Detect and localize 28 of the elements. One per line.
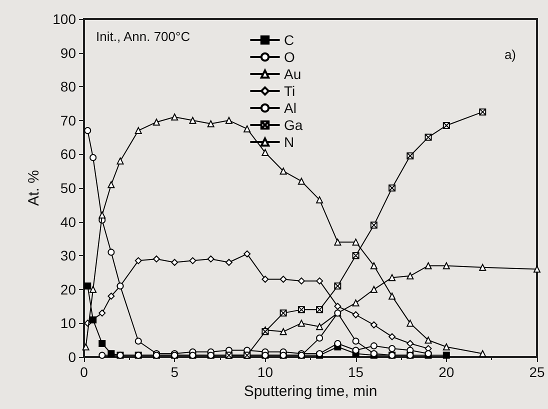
legend-label: N: [284, 134, 294, 150]
x-tick-label: 20: [438, 364, 454, 380]
y-tick-label: 70: [60, 112, 76, 128]
annotation: a): [504, 47, 516, 62]
y-tick-label: 100: [52, 11, 76, 27]
legend-label: Al: [284, 100, 296, 116]
x-tick-label: 25: [529, 364, 545, 380]
y-tick-label: 10: [60, 315, 76, 332]
y-tick-label: 0: [68, 349, 76, 365]
x-axis-title: Sputtering time, min: [244, 382, 378, 400]
legend-label: Ti: [284, 83, 296, 99]
legend-label: Au: [284, 66, 302, 82]
y-tick-label: 80: [60, 78, 76, 95]
y-axis-title: At. %: [26, 170, 43, 206]
x-tick-label: 15: [348, 364, 364, 380]
y-tick-label: 20: [60, 281, 76, 298]
x-tick-label: 10: [257, 364, 274, 380]
y-tick-label: 90: [60, 44, 76, 61]
legend-label: Ga: [284, 117, 303, 133]
annotation: Init., Ann. 700°C: [96, 29, 190, 44]
y-tick-label: 30: [60, 248, 76, 264]
legend-label: C: [284, 32, 294, 48]
y-tick-label: 60: [60, 146, 76, 162]
x-tick-label: 5: [170, 364, 179, 380]
legend-label: O: [284, 49, 295, 65]
y-tick-label: 50: [60, 180, 76, 196]
y-tick-label: 40: [60, 214, 76, 230]
x-tick-label: 0: [80, 364, 88, 380]
